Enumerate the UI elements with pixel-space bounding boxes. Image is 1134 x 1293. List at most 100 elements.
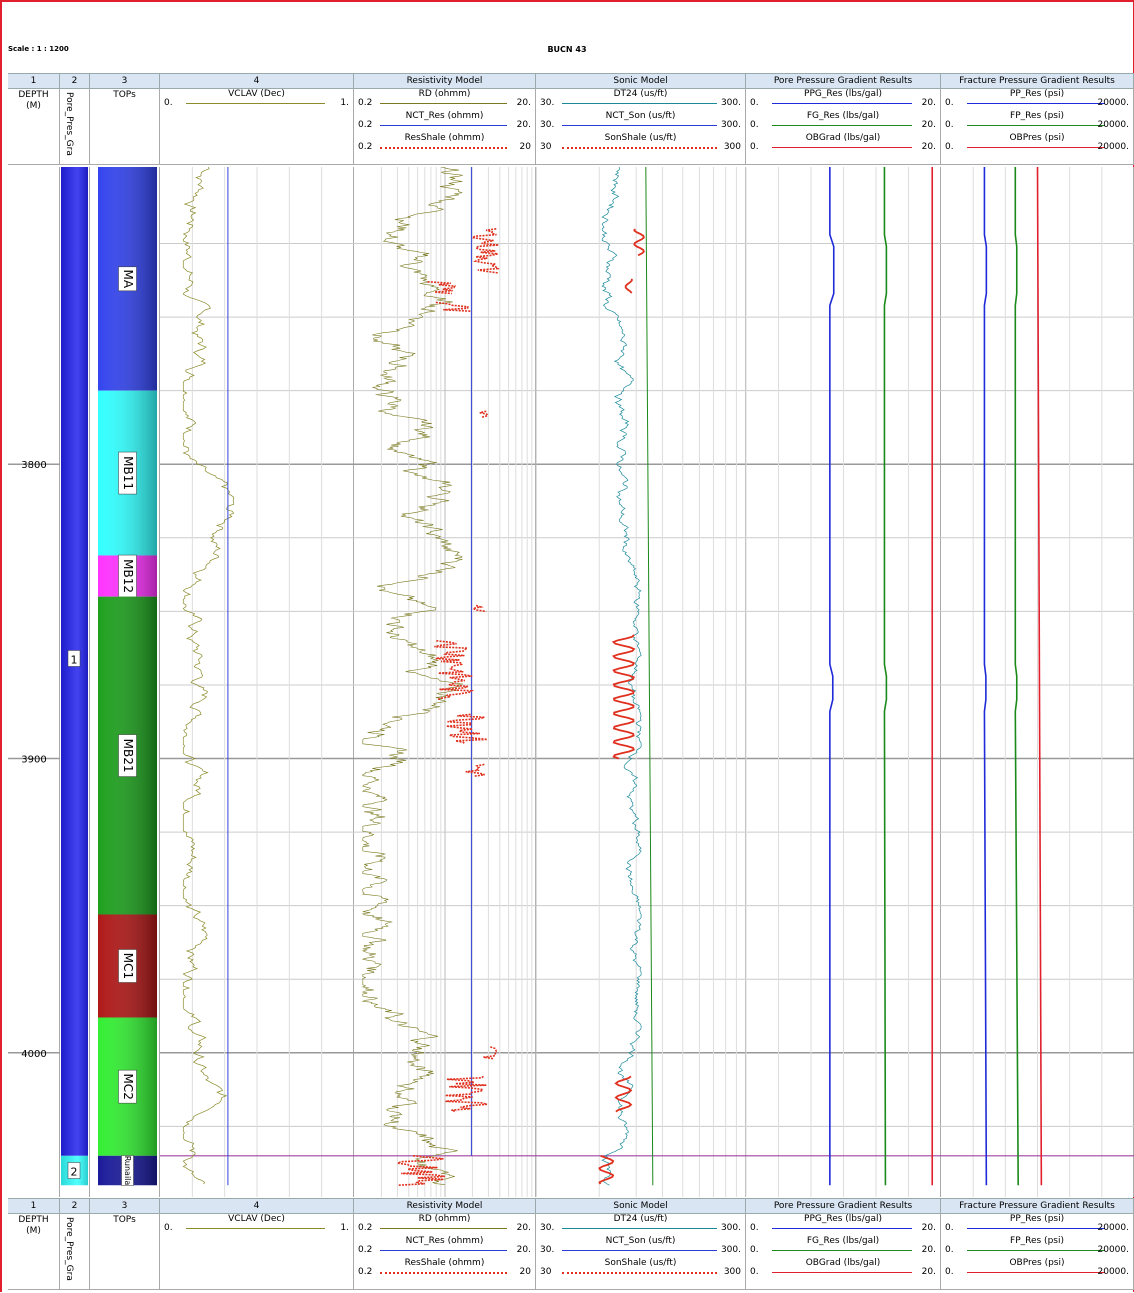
- curve-name: ResShale (ohmm): [404, 133, 485, 143]
- curve-header-sonshale: SonShale (us/ft) 30 300: [538, 1258, 743, 1280]
- curve-header-resshale: ResShale (ohmm) 0.2 20: [356, 133, 533, 155]
- curve-max: 20.: [516, 1223, 531, 1233]
- curve-max: 20000.: [1097, 1245, 1130, 1255]
- curve-name: NCT_Res (ohmm): [405, 1236, 484, 1246]
- curve-line-sample: [772, 103, 912, 104]
- sonshale-curve: [624, 278, 633, 294]
- log-tracks-body: 3800 3900 4000 1 2 MA MB11 MB12 MB21 MC1 MC2 Runail…: [8, 167, 1134, 1197]
- curve-min: 0.: [945, 120, 954, 130]
- curve-line-sample: [380, 103, 507, 104]
- track-header-4: VCLAV (Dec) 0. 1.: [160, 1213, 354, 1290]
- track-title-5: Resistivity Model: [354, 74, 536, 88]
- curve-name: FG_Res (lbs/gal): [806, 111, 880, 121]
- curve-line-sample: [967, 1228, 1105, 1229]
- curve-line-sample: [967, 125, 1105, 126]
- curve-max: 20.: [921, 1267, 936, 1277]
- formation-label: MA: [121, 270, 135, 289]
- curve-name: DT24 (us/ft): [613, 1214, 668, 1224]
- curve-line-sample: [967, 103, 1105, 104]
- depth-header-label: DEPTH (M): [18, 1215, 49, 1236]
- curve-header-pp_res: PP_Res (psi) 0. 20000.: [943, 89, 1131, 111]
- curve-max: 300.: [720, 1245, 741, 1255]
- curve-min: 0.2: [358, 1245, 373, 1255]
- tops-header-label: TOPs: [113, 1215, 136, 1225]
- curve-max: 20.: [921, 142, 936, 152]
- curve-line-sample: [772, 147, 912, 148]
- curve-name: PP_Res (psi): [1009, 1214, 1065, 1224]
- track-title-5: Resistivity Model: [354, 1199, 536, 1213]
- curve-header-rd: RD (ohmm) 0.2 20.: [356, 89, 533, 111]
- curve-name: ResShale (ohmm): [404, 1258, 485, 1268]
- curve-min: 0.: [164, 1223, 173, 1233]
- formation-label-box: [118, 949, 137, 983]
- vclav-curve: [182, 167, 235, 1185]
- track-title-7: Pore Pressure Gradient Results: [746, 74, 941, 88]
- curve-min: 0.: [945, 1245, 954, 1255]
- curve-line-sample: [380, 1272, 507, 1274]
- curve-name: RD (ohmm): [418, 1214, 471, 1224]
- curve-name: OBGrad (lbs/gal): [805, 1258, 881, 1268]
- dt24-curve: [601, 167, 642, 1186]
- resshale-points: [470, 604, 487, 613]
- curve-min: 30: [540, 1267, 552, 1277]
- formation-label: Runaila: [123, 1156, 132, 1186]
- ppg-res-curve: [829, 167, 835, 1186]
- curve-header-fp_res: FP_Res (psi) 0. 20000.: [943, 111, 1131, 133]
- curve-header-obgrad: OBGrad (lbs/gal) 0. 20.: [748, 1258, 938, 1280]
- resshale-points: [469, 228, 500, 274]
- curve-min: 30.: [540, 1223, 555, 1233]
- track-title-2: 2: [60, 1199, 90, 1213]
- curve-min: 0.2: [358, 98, 373, 108]
- depth-tick-label: 3900: [21, 755, 46, 766]
- curve-line-sample: [562, 103, 717, 104]
- track-title-1: 1: [8, 74, 60, 88]
- curve-min: 0.: [750, 1223, 759, 1233]
- curve-name: OBPres (psi): [1009, 133, 1065, 143]
- track-title-8: Fracture Pressure Gradient Results: [941, 74, 1134, 88]
- zone-label-box: [67, 1162, 81, 1179]
- curve-line-sample: [562, 1250, 717, 1251]
- curve-line-sample: [772, 1228, 912, 1229]
- resshale-points: [446, 713, 488, 745]
- curve-name: PP_Res (psi): [1009, 89, 1065, 99]
- curve-max: 20: [519, 142, 531, 152]
- curve-max: 300.: [720, 1223, 741, 1233]
- formation-label: MB12: [121, 559, 135, 593]
- formation-label: MB11: [121, 456, 135, 490]
- curve-header-dt24: DT24 (us/ft) 30. 300.: [538, 89, 743, 111]
- curve-name: FG_Res (lbs/gal): [806, 1236, 880, 1246]
- fp-res-curve: [1014, 167, 1019, 1186]
- formation-label: MB21: [121, 739, 135, 773]
- curve-header-fg_res: FG_Res (lbs/gal) 0. 20.: [748, 1236, 938, 1258]
- curve-min: 0.2: [358, 1267, 373, 1277]
- curve-name: SonShale (us/ft): [604, 1258, 677, 1268]
- curve-header-rd: RD (ohmm) 0.2 20.: [356, 1214, 533, 1236]
- resshale-points: [465, 763, 485, 777]
- resshale-points: [397, 1155, 445, 1187]
- curve-line-sample: [967, 1272, 1105, 1273]
- curve-header-obpres: OBPres (psi) 0. 20000.: [943, 133, 1131, 155]
- curve-line-sample: [380, 1250, 507, 1251]
- curve-min: 0.2: [358, 142, 373, 152]
- curve-line-sample: [380, 125, 507, 126]
- depth-tick-label: 3800: [21, 460, 46, 471]
- curve-max: 300: [723, 142, 741, 152]
- bottom-track-header: 1 2 3 4 Resistivity Model Sonic Model Pore Pre…: [8, 1198, 1134, 1290]
- zone-label: 2: [71, 1166, 78, 1179]
- track-header-3: TOPs: [90, 88, 160, 165]
- curve-name: PPG_Res (lbs/gal): [804, 89, 882, 99]
- formation-label: MC1: [121, 953, 135, 979]
- formation-label-box: [121, 1155, 134, 1186]
- track-title-1: 1: [8, 1199, 60, 1213]
- track-header-3: TOPs: [90, 1213, 160, 1290]
- obpres-curve: [1036, 167, 1043, 1186]
- resshale-points: [483, 1046, 498, 1060]
- curve-max: 300.: [720, 98, 741, 108]
- track-title-4: 4: [160, 74, 354, 88]
- curve-header-pp_res: PP_Res (psi) 0. 20000.: [943, 1214, 1131, 1236]
- curve-name: VCLAV (Dec): [228, 89, 285, 99]
- curve-header-sonshale: SonShale (us/ft) 30 300: [538, 133, 743, 155]
- fg-res-curve: [883, 167, 888, 1186]
- zone-header-label: Pore_Pres_Gra: [64, 92, 74, 156]
- curve-line-sample: [562, 1228, 717, 1229]
